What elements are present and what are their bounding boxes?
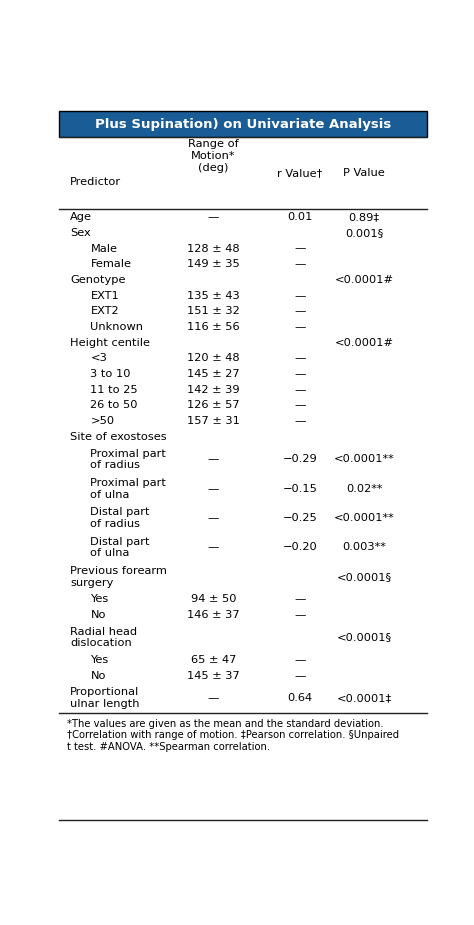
Text: −0.20: −0.20 xyxy=(283,542,317,552)
Text: <0.0001**: <0.0001** xyxy=(334,513,394,523)
Text: Female: Female xyxy=(91,259,131,269)
Text: Proportional
ulnar length: Proportional ulnar length xyxy=(70,687,140,709)
Text: <0.0001**: <0.0001** xyxy=(334,454,394,464)
Text: —: — xyxy=(208,484,219,494)
Text: 26 to 50: 26 to 50 xyxy=(91,401,138,411)
Text: —: — xyxy=(208,454,219,464)
Text: Yes: Yes xyxy=(91,655,109,665)
Text: 157 ± 31: 157 ± 31 xyxy=(187,416,240,426)
Text: —: — xyxy=(294,290,306,301)
Text: P Value: P Value xyxy=(343,168,385,179)
Text: 0.64: 0.64 xyxy=(287,693,312,703)
Text: Proximal part
of radius: Proximal part of radius xyxy=(91,449,166,470)
Text: EXT2: EXT2 xyxy=(91,306,119,316)
Text: —: — xyxy=(294,401,306,411)
Text: 94 ± 50: 94 ± 50 xyxy=(191,594,236,604)
Text: −0.29: −0.29 xyxy=(283,454,317,464)
Text: −0.25: −0.25 xyxy=(283,513,317,523)
Text: <0.0001‡: <0.0001‡ xyxy=(337,693,392,703)
Text: 126 ± 57: 126 ± 57 xyxy=(187,401,240,411)
Text: 3 to 10: 3 to 10 xyxy=(91,369,131,379)
Text: —: — xyxy=(294,369,306,379)
Text: Male: Male xyxy=(91,243,118,253)
Text: —: — xyxy=(208,542,219,552)
Text: 0.001§: 0.001§ xyxy=(345,228,383,238)
Text: No: No xyxy=(91,610,106,620)
Text: Yes: Yes xyxy=(91,594,109,604)
Text: <0.0001#: <0.0001# xyxy=(335,275,393,285)
Text: —: — xyxy=(294,671,306,681)
Text: 65 ± 47: 65 ± 47 xyxy=(191,655,236,665)
Text: Sex: Sex xyxy=(70,228,91,238)
Text: —: — xyxy=(294,385,306,395)
Text: No: No xyxy=(91,671,106,681)
Text: Range of
Motion*
(deg): Range of Motion* (deg) xyxy=(188,140,239,173)
Text: 11 to 25: 11 to 25 xyxy=(91,385,138,395)
Text: —: — xyxy=(208,513,219,523)
Text: 146 ± 37: 146 ± 37 xyxy=(187,610,240,620)
Text: Proximal part
of ulna: Proximal part of ulna xyxy=(91,478,166,500)
Text: Site of exostoses: Site of exostoses xyxy=(70,432,167,442)
Text: —: — xyxy=(294,655,306,665)
Text: <3: <3 xyxy=(91,353,107,364)
Text: Radial head
dislocation: Radial head dislocation xyxy=(70,626,137,648)
Text: 149 ± 35: 149 ± 35 xyxy=(187,259,240,269)
Text: 120 ± 48: 120 ± 48 xyxy=(187,353,240,364)
Text: <0.0001§: <0.0001§ xyxy=(337,633,392,643)
Text: 145 ± 27: 145 ± 27 xyxy=(187,369,240,379)
Text: —: — xyxy=(294,306,306,316)
Text: —: — xyxy=(294,594,306,604)
Text: r Value†: r Value† xyxy=(277,168,322,179)
Text: —: — xyxy=(294,259,306,269)
Text: —: — xyxy=(208,693,219,703)
Text: —: — xyxy=(294,610,306,620)
Text: —: — xyxy=(294,322,306,332)
Text: Distal part
of ulna: Distal part of ulna xyxy=(91,536,150,558)
Text: 116 ± 56: 116 ± 56 xyxy=(187,322,240,332)
Text: —: — xyxy=(294,416,306,426)
Text: Height centile: Height centile xyxy=(70,338,150,348)
Text: 128 ± 48: 128 ± 48 xyxy=(187,243,240,253)
Text: EXT1: EXT1 xyxy=(91,290,119,301)
Text: >50: >50 xyxy=(91,416,115,426)
Text: Unknown: Unknown xyxy=(91,322,144,332)
Text: 135 ± 43: 135 ± 43 xyxy=(187,290,240,301)
Text: 0.003**: 0.003** xyxy=(342,542,386,552)
Text: —: — xyxy=(208,212,219,222)
Text: Plus Supination) on Univariate Analysis: Plus Supination) on Univariate Analysis xyxy=(95,117,391,130)
Text: Predictor: Predictor xyxy=(70,177,121,187)
Text: 0.01: 0.01 xyxy=(287,212,312,222)
Text: —: — xyxy=(294,353,306,364)
Text: −0.15: −0.15 xyxy=(283,484,317,494)
Text: 145 ± 37: 145 ± 37 xyxy=(187,671,240,681)
Text: 151 ± 32: 151 ± 32 xyxy=(187,306,240,316)
Text: Genotype: Genotype xyxy=(70,275,126,285)
Text: Previous forearm
surgery: Previous forearm surgery xyxy=(70,566,167,587)
Text: <0.0001§: <0.0001§ xyxy=(337,572,392,582)
Text: 0.02**: 0.02** xyxy=(346,484,383,494)
Text: *The values are given as the mean and the standard deviation.
†Correlation with : *The values are given as the mean and th… xyxy=(66,719,399,752)
Text: 142 ± 39: 142 ± 39 xyxy=(187,385,240,395)
FancyBboxPatch shape xyxy=(59,111,427,137)
Text: Distal part
of radius: Distal part of radius xyxy=(91,507,150,529)
Text: Age: Age xyxy=(70,212,92,222)
Text: —: — xyxy=(294,243,306,253)
Text: 0.89‡: 0.89‡ xyxy=(348,212,380,222)
Text: <0.0001#: <0.0001# xyxy=(335,338,393,348)
